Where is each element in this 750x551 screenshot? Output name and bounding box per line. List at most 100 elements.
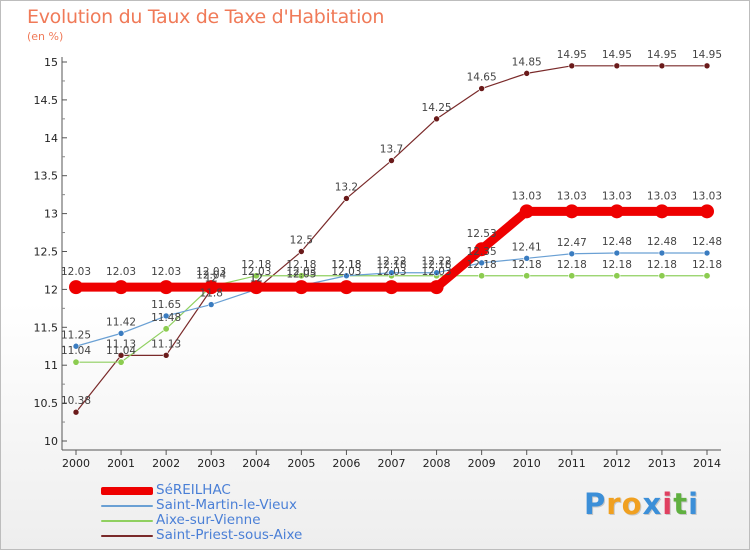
data-point-aixe-sur-vienne: [162, 325, 170, 333]
data-label-aixe-sur-vienne: 12.18: [692, 259, 722, 271]
data-point-sereilhac: [159, 280, 174, 295]
data-label-saint-martin-le-vieux: 12.22: [422, 256, 452, 268]
x-tick-label: 2001: [107, 457, 135, 470]
data-label-saint-martin-le-vieux: 12.35: [467, 246, 497, 258]
data-label-saint-martin-le-vieux: 12: [250, 272, 263, 284]
legend-label: SéREILHAC: [156, 482, 231, 498]
data-label-saint-priest-sous-aixe: 11.13: [151, 338, 181, 350]
data-label-saint-priest-sous-aixe: 14.95: [692, 49, 722, 61]
data-label-aixe-sur-vienne: 12.18: [467, 259, 497, 271]
x-tick-label: 2014: [693, 457, 721, 470]
data-label-saint-martin-le-vieux: 11.42: [106, 316, 136, 328]
x-tick-label: 2012: [603, 457, 631, 470]
data-point-saint-martin-le-vieux: [117, 330, 125, 337]
data-point-sereilhac: [339, 280, 354, 295]
data-label-saint-priest-sous-aixe: 14.65: [467, 72, 497, 84]
data-label-aixe-sur-vienne: 12.18: [557, 259, 587, 271]
data-point-sereilhac: [700, 204, 714, 219]
data-point-saint-priest-sous-aixe: [343, 195, 350, 202]
y-tick-label: 11: [44, 359, 58, 372]
data-label-sereilhac: 12.03: [376, 266, 406, 278]
data-point-saint-martin-le-vieux: [388, 269, 395, 277]
data-point-saint-priest-sous-aixe: [117, 352, 125, 359]
x-tick-label: 2008: [423, 457, 451, 470]
data-point-sereilhac: [429, 280, 444, 295]
data-label-saint-martin-le-vieux: 11.25: [61, 329, 91, 341]
data-point-aixe-sur-vienne: [252, 272, 260, 280]
data-label-sereilhac: 12.03: [196, 266, 226, 278]
chart-title: Evolution du Taux de Taxe d'Habitation: [27, 6, 385, 28]
data-label-aixe-sur-vienne: 12.18: [241, 259, 271, 271]
data-label-saint-martin-le-vieux: 11.8: [200, 288, 223, 300]
data-label-saint-martin-le-vieux: 12.48: [647, 236, 677, 248]
data-point-aixe-sur-vienne: [117, 358, 125, 366]
data-label-sereilhac: 12.03: [286, 266, 316, 278]
logo-letter: i: [662, 487, 674, 521]
data-label-aixe-sur-vienne: 12.18: [286, 259, 316, 271]
logo-letter: i: [688, 487, 700, 521]
data-label-saint-priest-sous-aixe: 10.38: [61, 395, 91, 407]
data-label-saint-martin-le-vieux: 12.05: [286, 269, 316, 281]
y-tick-label: 12: [44, 283, 58, 296]
data-point-saint-martin-le-vieux: [72, 342, 80, 350]
data-point-aixe-sur-vienne: [72, 358, 80, 366]
data-point-saint-priest-sous-aixe: [568, 62, 576, 70]
data-label-sereilhac: 12.03: [422, 266, 452, 278]
data-label-saint-priest-sous-aixe: 12: [250, 272, 263, 284]
legend-swatch: [101, 520, 153, 522]
data-point-sereilhac: [519, 204, 534, 219]
y-tick-label: 13: [44, 208, 58, 221]
y-tick-label: 13.5: [34, 170, 59, 183]
data-label-sereilhac: 12.03: [61, 266, 91, 278]
data-label-saint-priest-sous-aixe: 13.7: [380, 144, 403, 156]
data-label-aixe-sur-vienne: 11.48: [151, 312, 181, 324]
data-point-saint-martin-le-vieux: [703, 249, 711, 257]
data-label-saint-martin-le-vieux: 12.18: [331, 259, 361, 271]
data-label-saint-priest-sous-aixe: 12.5: [290, 235, 313, 247]
legend-label: Saint-Priest-sous-Aixe: [156, 527, 303, 543]
data-label-saint-martin-le-vieux: 12.48: [602, 236, 632, 248]
data-point-sereilhac: [564, 204, 579, 219]
logo-letter: x: [642, 487, 663, 521]
data-label-saint-martin-le-vieux: 12.22: [376, 256, 406, 268]
data-point-sereilhac: [609, 204, 624, 219]
data-label-saint-priest-sous-aixe: 14.95: [557, 49, 587, 61]
y-tick-label: 15: [44, 56, 58, 69]
data-point-aixe-sur-vienne: [297, 272, 305, 280]
data-point-sereilhac: [249, 280, 264, 295]
x-tick-label: 2005: [287, 457, 315, 470]
data-point-saint-priest-sous-aixe: [433, 115, 440, 123]
data-label-sereilhac: 12.03: [106, 266, 136, 278]
data-label-sereilhac: 13.03: [602, 190, 632, 202]
data-label-aixe-sur-vienne: 12.18: [331, 259, 361, 271]
data-point-sereilhac: [114, 280, 129, 295]
data-point-aixe-sur-vienne: [478, 272, 486, 280]
x-tick-label: 2000: [62, 457, 90, 470]
data-label-saint-priest-sous-aixe: 13.2: [335, 181, 358, 193]
data-label-saint-martin-le-vieux: 12.48: [692, 236, 722, 248]
data-point-saint-martin-le-vieux: [207, 301, 215, 308]
data-point-saint-martin-le-vieux: [658, 249, 666, 257]
data-point-saint-martin-le-vieux: [343, 272, 350, 280]
data-point-saint-priest-sous-aixe: [162, 352, 170, 359]
data-label-sereilhac: 12.03: [151, 266, 181, 278]
data-label-sereilhac: 13.03: [512, 190, 542, 202]
data-label-sereilhac: 12.53: [467, 228, 497, 240]
data-label-saint-priest-sous-aixe: 11.13: [106, 338, 136, 350]
data-label-aixe-sur-vienne: 11.04: [61, 345, 91, 357]
y-tick-label: 10.5: [34, 397, 59, 410]
legend-label: Aixe-sur-Vienne: [156, 512, 261, 528]
data-point-saint-priest-sous-aixe: [72, 408, 80, 416]
data-label-saint-priest-sous-aixe: 14.95: [602, 49, 632, 61]
data-label-aixe-sur-vienne: 12.18: [647, 259, 677, 271]
x-tick-label: 2003: [197, 457, 225, 470]
x-tick-label: 2009: [468, 457, 496, 470]
y-tick-label: 11.5: [34, 321, 59, 334]
data-point-saint-priest-sous-aixe: [658, 62, 666, 70]
y-axis-unit-label: (en %): [27, 30, 64, 43]
data-label-saint-martin-le-vieux: 12.41: [512, 241, 542, 253]
data-label-aixe-sur-vienne: 12.18: [376, 259, 406, 271]
data-point-sereilhac: [474, 242, 489, 257]
data-point-saint-priest-sous-aixe: [298, 248, 305, 255]
